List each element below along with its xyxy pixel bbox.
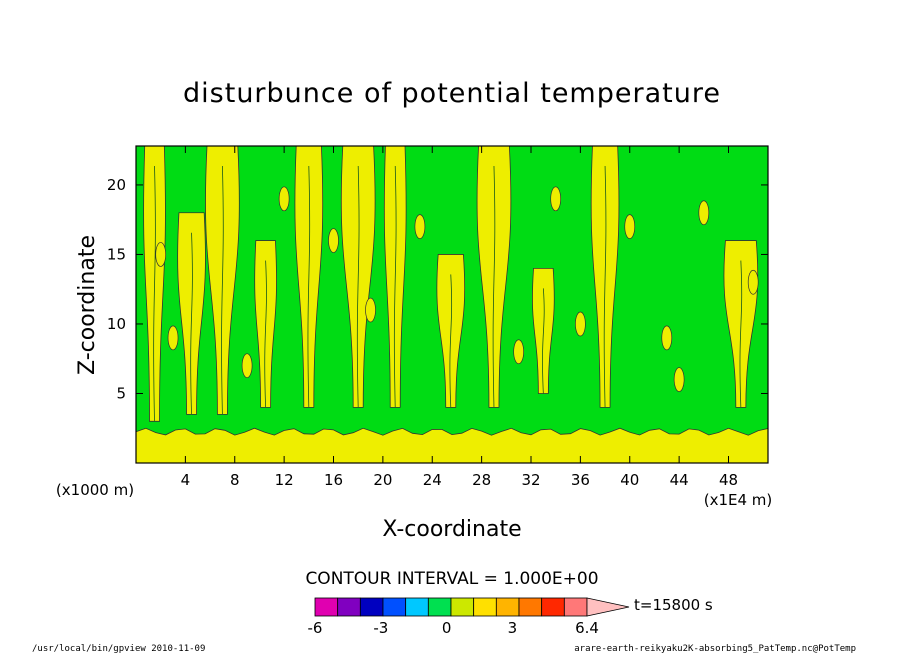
blob-group [155, 186, 759, 392]
colorbar-swatch [495, 597, 520, 617]
x-tick-label: 44 [670, 471, 689, 489]
x-tick-label: 32 [521, 471, 540, 489]
x-tick-label: 20 [373, 471, 392, 489]
chart-title: disturbunce of potential temperature [183, 78, 721, 109]
y-tick-label: 5 [116, 384, 126, 402]
x-tick-label: 24 [423, 471, 442, 489]
plume-core-line [221, 165, 224, 415]
colorbar-swatch [541, 597, 565, 617]
plume-core-line [264, 260, 267, 408]
plume-group [143, 145, 759, 422]
blob [513, 339, 525, 365]
blob [278, 186, 290, 212]
plume-core-line [307, 165, 311, 408]
plume-core-line [356, 165, 360, 408]
plot-area [135, 145, 769, 464]
plume-core-line [492, 165, 496, 408]
y-axis: 5 10 15 20 [107, 176, 768, 402]
colorbar-swatch [359, 597, 384, 617]
colorbar-tick-label: 6.4 [575, 619, 599, 637]
plume-core-line [542, 288, 545, 394]
blob [167, 325, 179, 351]
blob [550, 186, 562, 212]
blob [575, 311, 586, 337]
x-axis: 4 8 12 16 20 24 28 32 36 40 44 48 [181, 146, 738, 489]
plume-core-line [190, 232, 193, 415]
plume-core-line [449, 274, 453, 408]
contour-interval-label: CONTOUR INTERVAL = 1.000E+00 [305, 569, 598, 589]
y-axis-label: Z-coordinate [75, 235, 100, 375]
x-tick-label: 16 [324, 471, 343, 489]
x-tick-label: 36 [571, 471, 590, 489]
colorbar-swatch [382, 597, 407, 617]
blob [624, 214, 636, 239]
colorbar-swatch [427, 597, 452, 617]
y-tick-label: 10 [107, 315, 126, 333]
plume-core-line [153, 165, 156, 422]
colorbar-arrow [586, 597, 630, 617]
x-tick-label: 48 [719, 471, 738, 489]
x-tick-label: 8 [230, 471, 240, 489]
x-tick-label: 40 [620, 471, 639, 489]
x-tick-label: 12 [275, 471, 294, 489]
y-tick-label: 20 [107, 176, 126, 194]
surface-layer [135, 427, 769, 464]
time-label: t=15800 s [634, 596, 713, 614]
plume-core-line [603, 165, 607, 408]
footer-right: arare-earth-reikyaku2K-absorbing5_PatTem… [574, 644, 856, 654]
blob [698, 200, 710, 226]
colorbar-tick-label: 3 [508, 619, 518, 637]
colorbar-tick-label: 0 [442, 619, 452, 637]
colorbar-swatch [450, 597, 475, 617]
x-unit-label: (x1E4 m) [704, 491, 773, 509]
plume-core-line [393, 165, 397, 408]
colorbar-swatch [518, 597, 543, 617]
colorbar: -6 -3 0 3 6.4 [308, 597, 630, 637]
y-tick-label: 15 [107, 245, 126, 263]
blob [155, 242, 167, 267]
blob [673, 367, 685, 392]
blob [241, 353, 253, 379]
blob [365, 297, 376, 323]
plume-core-line [739, 260, 743, 408]
colorbar-swatch [405, 597, 429, 617]
blob [661, 325, 673, 351]
plot-frame [135, 145, 769, 464]
colorbar-swatch [473, 597, 497, 617]
colorbar-swatch [314, 597, 339, 617]
colorbar-swatch [337, 597, 361, 617]
y-unit-label: (x1000 m) [56, 481, 134, 499]
x-axis-label: X-coordinate [382, 517, 521, 542]
colorbar-tick-label: -6 [308, 619, 323, 637]
blob [414, 214, 426, 239]
blob [328, 228, 339, 253]
footer-left: /usr/local/bin/gpview 2010-11-09 [32, 644, 205, 654]
x-tick-label: 28 [472, 471, 491, 489]
x-tick-label: 4 [181, 471, 191, 489]
colorbar-swatch [563, 597, 588, 617]
blob [747, 269, 759, 295]
colorbar-tick-label: -3 [373, 619, 388, 637]
